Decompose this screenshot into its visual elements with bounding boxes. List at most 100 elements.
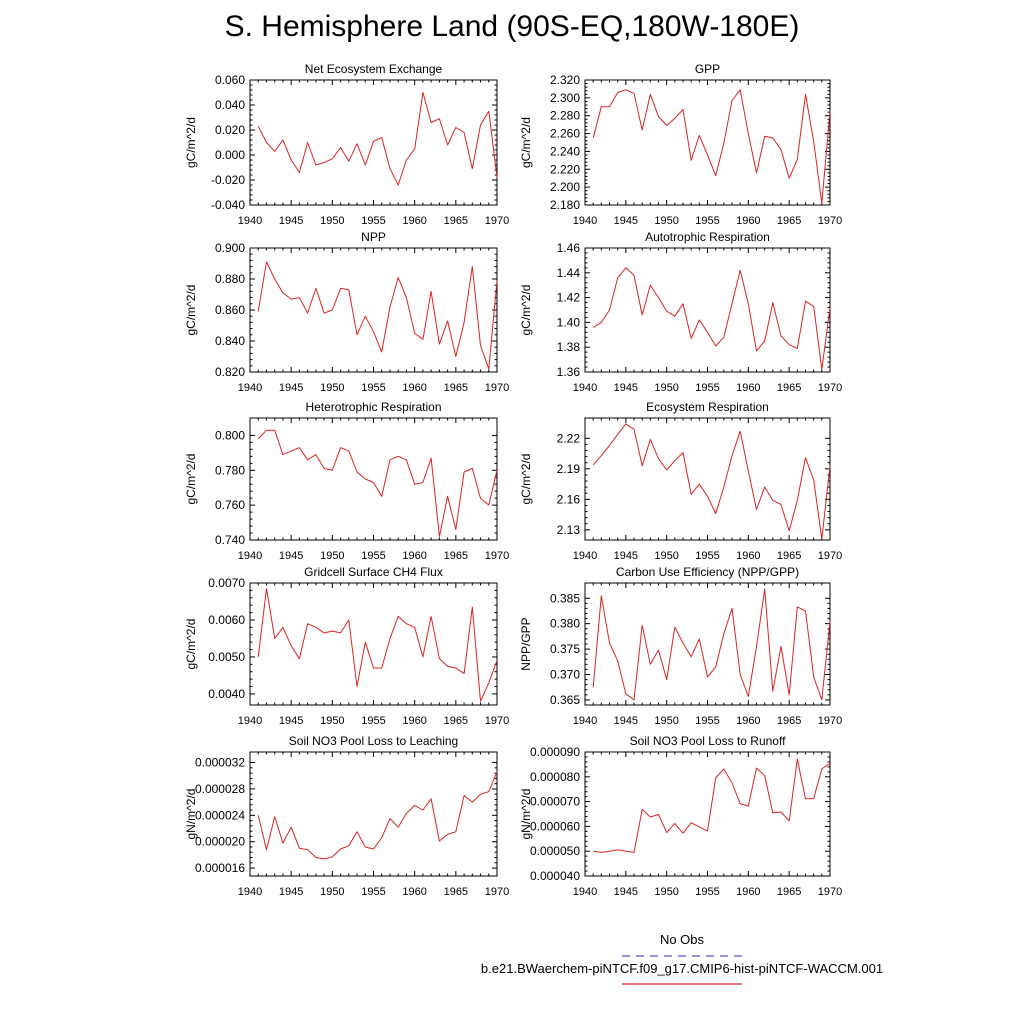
x-tick-label: 1955 (695, 382, 719, 394)
chart-title: Soil NO3 Pool Loss to Runoff (630, 734, 787, 748)
x-tick-label: 1965 (444, 550, 468, 562)
data-point (682, 109, 684, 111)
series-line (592, 588, 831, 701)
data-point (406, 623, 408, 625)
y-axis-label: gC/m^2/d (519, 285, 533, 336)
y-tick-label: 2.240 (550, 144, 580, 158)
data-point (315, 288, 317, 290)
plot-frame (584, 417, 831, 541)
data-point (633, 852, 635, 854)
data-point (699, 483, 701, 485)
data-point (764, 340, 766, 342)
y-axis-label: gC/m^2/d (184, 619, 198, 670)
data-point (813, 798, 815, 800)
data-point (447, 320, 449, 322)
data-point (455, 356, 457, 358)
x-tick-label: 1960 (402, 550, 426, 562)
data-point (496, 177, 498, 179)
data-point (389, 638, 391, 640)
y-tick-label: 1.42 (557, 291, 581, 305)
x-tick-label: 1960 (402, 382, 426, 394)
data-point (315, 627, 317, 629)
data-point (496, 469, 498, 471)
data-point (690, 338, 692, 340)
data-point (609, 850, 611, 852)
data-point (307, 459, 309, 461)
x-tick-label: 1950 (654, 215, 678, 227)
x-tick-label: 1950 (654, 886, 678, 898)
data-point (633, 428, 635, 430)
data-point (715, 513, 717, 515)
data-point (682, 452, 684, 454)
data-point (323, 468, 325, 470)
y-tick-label: 0.0070 (208, 576, 245, 590)
x-tick-label: 1950 (654, 550, 678, 562)
data-point (472, 266, 474, 268)
x-tick-label: 1960 (402, 886, 426, 898)
y-tick-label: 0.880 (215, 272, 245, 286)
data-point (788, 530, 790, 532)
data-point (699, 135, 701, 137)
data-point (274, 278, 276, 280)
data-point (739, 674, 741, 676)
x-tick-label: 1955 (695, 550, 719, 562)
x-tick-label: 1940 (573, 886, 597, 898)
data-point (356, 334, 358, 336)
data-point (332, 630, 334, 632)
x-tick-label: 1955 (695, 886, 719, 898)
data-point (422, 809, 424, 811)
data-point (488, 791, 490, 793)
x-tick-label: 1970 (485, 382, 509, 394)
data-point (307, 312, 309, 314)
data-point (340, 288, 342, 290)
data-point (422, 656, 424, 658)
data-point (430, 615, 432, 617)
data-point (439, 118, 441, 120)
data-point (601, 852, 603, 854)
data-point (397, 184, 399, 186)
data-point (674, 315, 676, 317)
data-point (356, 831, 358, 833)
data-point (414, 148, 416, 150)
data-point (307, 623, 309, 625)
data-point (829, 620, 831, 622)
y-tick-label: 0.840 (215, 334, 245, 348)
y-tick-label: -0.020 (211, 173, 245, 187)
series-line (257, 261, 498, 370)
data-point (447, 665, 449, 667)
data-point (731, 455, 733, 457)
data-point (282, 842, 284, 844)
data-point (282, 627, 284, 629)
data-point (307, 849, 309, 851)
x-tick-label: 1955 (361, 715, 385, 727)
data-point (373, 667, 375, 669)
y-tick-label: 0.385 (550, 591, 580, 605)
data-point (715, 777, 717, 779)
data-point (332, 469, 334, 471)
data-point (797, 500, 799, 502)
data-point (609, 642, 611, 644)
data-point (323, 162, 325, 164)
data-point (414, 332, 416, 334)
data-point (299, 297, 301, 299)
data-point (430, 291, 432, 293)
x-tick-label: 1965 (777, 715, 801, 727)
y-tick-label: 0.000028 (195, 782, 245, 796)
x-tick-label: 1970 (485, 550, 509, 562)
data-point (592, 327, 594, 329)
chart-title: GPP (695, 62, 720, 76)
y-tick-label: 2.200 (550, 180, 580, 194)
data-point (266, 849, 268, 851)
data-point (788, 177, 790, 179)
data-point (780, 646, 782, 648)
y-tick-label: 0.000032 (195, 756, 245, 770)
data-point (488, 368, 490, 370)
x-tick-label: 1955 (695, 715, 719, 727)
data-point (364, 641, 366, 643)
x-tick-label: 1945 (279, 886, 303, 898)
data-point (463, 795, 465, 797)
data-point (488, 504, 490, 506)
data-point (472, 468, 474, 470)
data-point (666, 125, 668, 127)
y-tick-label: 0.0050 (208, 650, 245, 664)
